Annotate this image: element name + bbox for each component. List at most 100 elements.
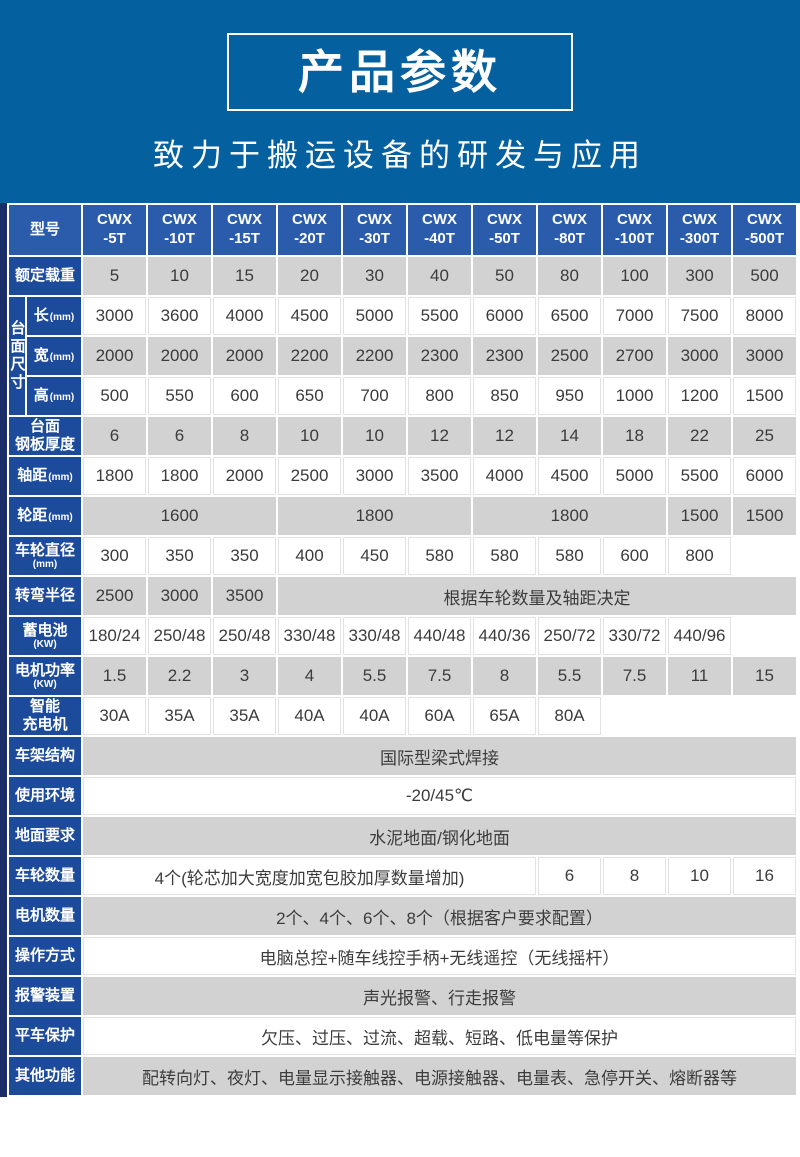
- model-name-line2: -50T: [489, 230, 520, 247]
- spec-value-cell: 4500: [538, 457, 602, 495]
- spec-value-cell: 根据车轮数量及轴距决定: [278, 577, 797, 615]
- spec-value-cell: 12: [408, 417, 472, 455]
- model-column-label: 型号: [9, 205, 82, 255]
- spec-value-cell: 35A: [213, 697, 277, 735]
- spec-value-cell: 500: [733, 257, 797, 295]
- spec-value-cell: 16: [733, 857, 797, 895]
- row-label: 车轮直径: [15, 542, 76, 560]
- row-label-cell: 使用环境: [9, 777, 82, 815]
- spec-value-cell: 580: [538, 537, 602, 575]
- row-label-cell: 台面 钢板厚度: [9, 417, 82, 455]
- spec-value-cell: 600: [603, 537, 667, 575]
- row-label: 地面要求: [15, 827, 76, 845]
- spec-value-cell: 2300: [473, 337, 537, 375]
- row-label-cell: 轮距(mm): [9, 497, 82, 535]
- spec-value-cell: 7.5: [408, 657, 472, 695]
- table-row: 轴距(mm) 1800 1800 2000 2500 3000 3500 4000 4500 50…: [9, 457, 797, 495]
- table-row: 转弯半径 2500 3000 3500 根据车轮数量及轴距决定: [9, 577, 797, 615]
- row-label: 报警装置: [15, 987, 76, 1005]
- spec-value-cell: 22: [668, 417, 732, 455]
- spec-value-cell: 250/48: [213, 617, 277, 655]
- spec-value-cell: 7.5: [603, 657, 667, 695]
- spec-value-cell: 15: [733, 657, 797, 695]
- model-name-line1: CWX: [422, 211, 458, 229]
- spec-value-cell: 2个、4个、6个、8个（根据客户要求配置）: [83, 897, 797, 935]
- page-title: 产品参数: [298, 46, 502, 98]
- spec-value-cell: 2500: [538, 337, 602, 375]
- table-row: 操作方式 电脑总控+随车线控手柄+无线遥控（无线摇杆）: [9, 937, 797, 975]
- row-label: 高: [33, 387, 49, 405]
- spec-value-cell: 20: [278, 257, 342, 295]
- spec-value-cell: 10: [148, 257, 212, 295]
- spec-value-cell: 2.2: [148, 657, 212, 695]
- model-name-line2: -30T: [359, 230, 390, 247]
- spec-value-cell: 1.5: [83, 657, 147, 695]
- spec-value-cell: 5.5: [343, 657, 407, 695]
- spec-value-cell: 80A: [538, 697, 602, 735]
- spec-value-cell: 4000: [213, 297, 277, 335]
- spec-value-cell: 2200: [343, 337, 407, 375]
- spec-value-cell: 300: [668, 257, 732, 295]
- spec-value-cell: 65A: [473, 697, 537, 735]
- spec-value-cell: 3500: [408, 457, 472, 495]
- spec-value-cell: 30A: [83, 697, 147, 735]
- spec-value-cell: 18: [603, 417, 667, 455]
- row-label-unit: (mm): [49, 391, 75, 403]
- row-label-cell: 其他功能: [9, 1057, 82, 1095]
- table-row: 高(mm) 500 550 600 650 700 800 850 950 1000 1200 150…: [9, 377, 797, 415]
- row-label: 长: [33, 307, 49, 325]
- row-label-cell: 宽(mm): [27, 337, 82, 375]
- spec-value-cell: 1500: [668, 497, 732, 535]
- spec-value-cell: 6: [83, 417, 147, 455]
- spec-value-cell: 1500: [733, 377, 797, 415]
- spec-value-cell: 350: [148, 537, 212, 575]
- row-label: 其他功能: [15, 1067, 76, 1085]
- table-row: 使用环境 -20/45℃: [9, 777, 797, 815]
- spec-value-cell: 7000: [603, 297, 667, 335]
- model-header-cell: CWX -300T: [668, 205, 732, 255]
- table-row: 轮距(mm) 1600 1800 1800 1500 1500: [9, 497, 797, 535]
- row-label: 转弯半径: [15, 587, 76, 605]
- spec-value-cell: 5: [83, 257, 147, 295]
- spec-value-cell: 1000: [603, 377, 667, 415]
- model-name-line2: -100T: [614, 230, 655, 247]
- table-row: 其他功能 配转向灯、夜灯、电量显示接触器、电源接触器、电量表、急停开关、熔断器等: [9, 1057, 797, 1095]
- table-row: 智能 充电机 30A 35A 35A 40A 40A 60A 65A 80A: [9, 697, 797, 735]
- model-name-line1: CWX: [97, 211, 133, 229]
- spec-value-cell: 700: [343, 377, 407, 415]
- spec-value-cell: 8000: [733, 297, 797, 335]
- model-name-line2: -500T: [744, 230, 785, 247]
- row-label: 台面 钢板厚度: [15, 418, 76, 453]
- empty-cell: [733, 537, 797, 575]
- spec-value-cell: 950: [538, 377, 602, 415]
- spec-value-cell: 650: [278, 377, 342, 415]
- model-name-line2: -80T: [554, 230, 585, 247]
- spec-value-cell: 440/36: [473, 617, 537, 655]
- spec-value-cell: 800: [408, 377, 472, 415]
- table-row: 电机功率 (KW) 1.5 2.2 3 4 5.5 7.5 8 5.5 7.5 11 15: [9, 657, 797, 695]
- row-label: 额定载重: [15, 267, 76, 285]
- spec-value-cell: 40: [408, 257, 472, 295]
- table-row: 台面尺寸 长(mm) 3000 3600 4000 4500 5000 5500 6000 650…: [9, 297, 797, 415]
- row-label: 轮距: [17, 507, 48, 525]
- row-label-cell: 智能 充电机: [9, 697, 82, 735]
- spec-value-cell: 配转向灯、夜灯、电量显示接触器、电源接触器、电量表、急停开关、熔断器等: [83, 1057, 797, 1095]
- table-row: 车轮数量 4个(轮芯加大宽度加宽包胶加厚数量增加) 6 8 10 16: [9, 857, 797, 895]
- model-name-line2: -15T: [229, 230, 260, 247]
- spec-value-cell: 1800: [148, 457, 212, 495]
- spec-value-cell: 6000: [473, 297, 537, 335]
- row-label-cell: 电机数量: [9, 897, 82, 935]
- model-header-cell: CWX -50T: [473, 205, 537, 255]
- model-name-line2: -5T: [103, 230, 126, 247]
- row-label-cell: 长(mm): [27, 297, 82, 335]
- spec-value-cell: 250/72: [538, 617, 602, 655]
- model-header-cell: CWX -10T: [148, 205, 212, 255]
- spec-value-cell: 8: [603, 857, 667, 895]
- row-label-cell: 操作方式: [9, 937, 82, 975]
- spec-value-cell: 声光报警、行走报警: [83, 977, 797, 1015]
- row-label: 车轮数量: [15, 867, 76, 885]
- spec-value-cell: 3000: [343, 457, 407, 495]
- spec-value-cell: 6: [538, 857, 602, 895]
- spec-value-cell: 400: [278, 537, 342, 575]
- row-label-cell: 地面要求: [9, 817, 82, 855]
